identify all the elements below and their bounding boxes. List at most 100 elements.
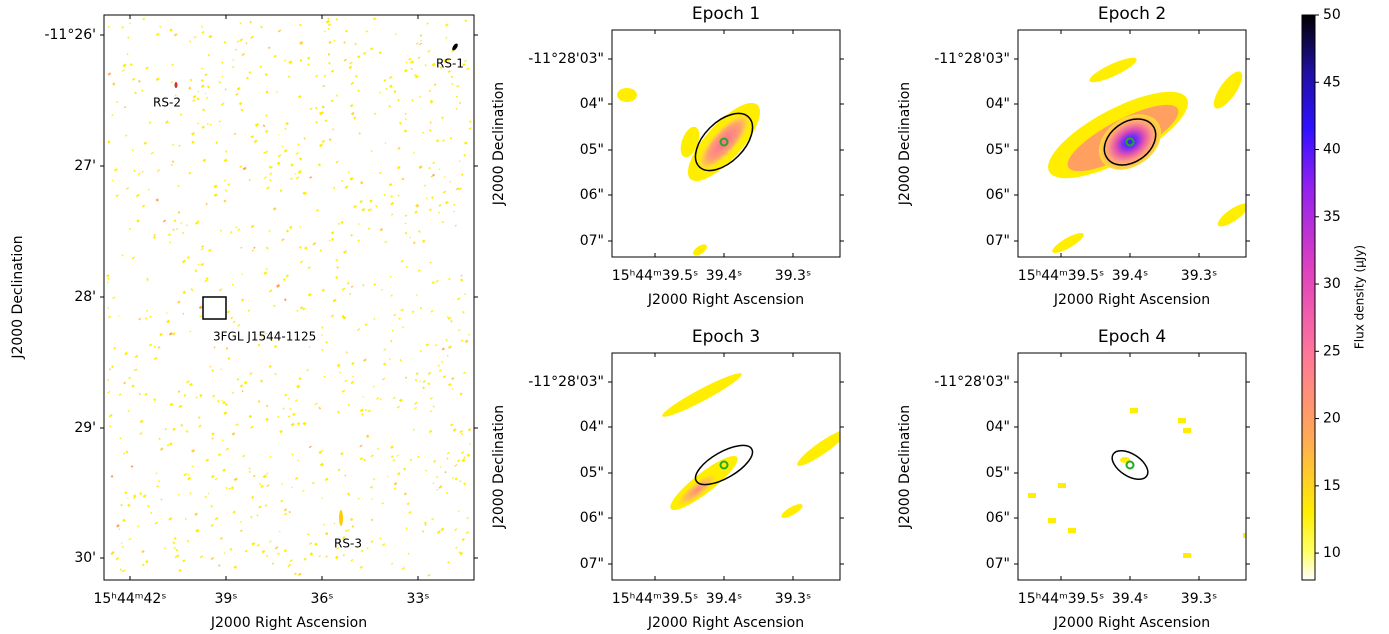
y-tick-label: 30' [74,550,96,566]
noise-speck [318,554,321,558]
noise-speck [379,227,384,232]
noise-speck [351,111,355,116]
noise-speck [180,423,184,427]
noise-speck [431,281,435,285]
noise-speck [381,543,386,547]
noise-speck [201,25,203,28]
noise-speck [139,491,143,495]
noise-speck [318,450,323,455]
noise-speck [417,56,421,59]
noise-speck [233,565,238,569]
noise-speck [458,187,462,191]
noise-speck [219,537,223,540]
noise-speck [336,363,341,368]
noise-speck [225,189,228,192]
noise-speck [106,281,109,284]
noise-speck [134,368,138,372]
noise-speck [141,550,145,554]
y-tick-label: 05" [580,465,604,481]
noise-speck [414,406,417,410]
noise-speck [119,568,123,571]
y-axis-label: J2000 Declination [491,82,507,206]
noise-speck [248,467,251,470]
noise-speck [285,274,290,278]
noise-speck [419,34,423,37]
noise-speck [132,77,136,81]
epoch-image [1017,29,1247,258]
noise-speck [204,92,207,95]
blob [1178,418,1186,423]
noise-speck [335,160,339,164]
noise-speck [174,94,177,97]
noise-speck [170,163,173,167]
y-axis-label: J2000 Declination [10,235,26,359]
noise-speck [343,58,347,62]
noise-speck [445,58,450,63]
noise-speck [132,496,136,500]
noise-speck [455,187,460,191]
blob [1130,408,1138,413]
noise-speck [134,91,137,95]
noise-speck [330,314,335,318]
noise-speck [429,397,433,400]
y-tick-label: 27' [74,158,96,174]
colorbar-tick-label: 35 [1323,209,1341,225]
noise-speck [183,473,187,477]
noise-speck [337,410,340,414]
noise-speck [235,48,237,51]
noise-speck [133,494,137,498]
noise-speck [123,381,127,385]
noise-speck [414,401,418,405]
noise-speck [287,563,291,568]
noise-speck [324,119,328,123]
noise-speck [425,469,428,472]
noise-speck [451,82,454,85]
noise-speck [362,396,365,398]
noise-speck [121,69,125,72]
noise-speck [427,382,431,386]
noise-speck [390,455,394,458]
noise-speck [437,364,441,367]
noise-speck [177,300,181,304]
noise-speck [303,137,306,140]
noise-speck [166,319,171,324]
noise-speck [146,278,149,282]
noise-speck [267,46,271,50]
noise-speck [155,32,160,37]
noise-speck [232,320,236,324]
noise-speck [209,365,212,368]
noise-speck [379,171,382,175]
noise-speck [201,30,205,34]
noise-speck [414,378,418,382]
noise-speck [171,160,175,164]
noise-speck [412,241,416,245]
noise-speck [129,63,133,67]
x-axis-label: J2000 Right Ascension [647,292,804,308]
noise-speck [257,343,261,347]
noise-speck [207,85,210,89]
noise-speck [451,476,455,479]
noise-speck [120,542,123,545]
noise-speck [146,277,149,280]
noise-speck [269,179,272,182]
noise-speck [246,76,249,80]
noise-speck [296,422,301,426]
noise-speck [223,411,228,416]
noise-speck [466,67,470,71]
noise-speck [403,492,407,496]
noise-speck [200,262,205,267]
noise-speck [428,429,433,434]
noise-speck [449,58,452,61]
noise-speck [298,157,303,161]
noise-speck [244,549,248,553]
noise-speck [175,227,179,231]
noise-speck [461,458,466,463]
noise-speck [169,241,171,244]
noise-speck [198,424,202,428]
noise-speck [118,528,121,531]
noise-speck [248,414,253,419]
noise-speck [253,139,258,144]
noise-speck [396,405,400,409]
noise-speck [282,407,285,410]
